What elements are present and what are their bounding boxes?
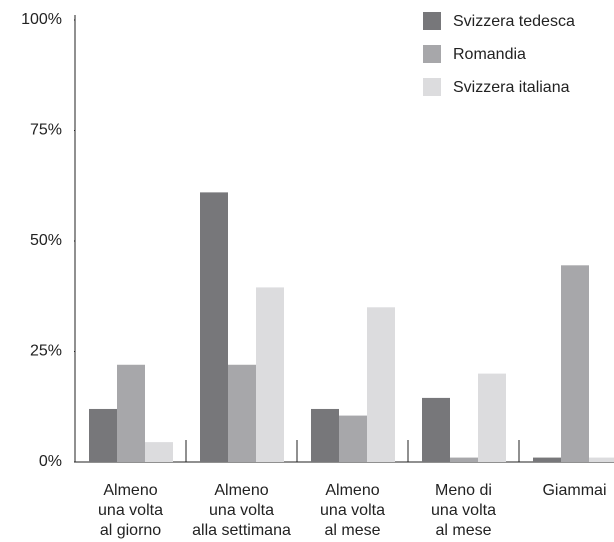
y-tick-label: 25% (30, 343, 62, 360)
bar (311, 408, 339, 462)
bar (117, 364, 145, 462)
legend-swatch (423, 78, 441, 96)
bar (367, 307, 395, 462)
x-tick-label: Almeno una volta al giorno (98, 482, 163, 539)
bar (228, 364, 256, 462)
legend-label: Svizzera italiana (453, 79, 570, 96)
bar (589, 457, 614, 462)
x-tick-label: Almeno una volta al mese (320, 482, 385, 539)
legend-label: Romandia (453, 46, 526, 63)
x-tick-label: Meno di una volta al mese (431, 482, 496, 539)
bar (339, 415, 367, 462)
bar (533, 457, 561, 462)
legend-label: Svizzera tedesca (453, 13, 575, 30)
bar (145, 442, 173, 462)
x-tick-label: Almeno una volta alla settimana (192, 482, 291, 539)
bar (561, 265, 589, 462)
legend-swatch (423, 45, 441, 63)
y-tick-label: 100% (21, 11, 62, 28)
y-tick-label: 75% (30, 122, 62, 139)
bar (89, 408, 117, 462)
y-tick-label: 0% (39, 453, 62, 470)
bar (450, 457, 478, 462)
y-tick-label: 50% (30, 232, 62, 249)
bar (422, 397, 450, 462)
bar (256, 287, 284, 462)
legend-swatch (423, 12, 441, 30)
x-tick-label: Giammai (542, 482, 607, 499)
bar (478, 373, 506, 462)
bar (200, 192, 228, 462)
